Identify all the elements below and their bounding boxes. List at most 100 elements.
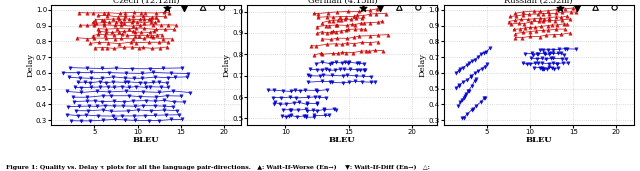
Point — [556, 11, 566, 14]
Point — [64, 76, 74, 79]
Point — [183, 72, 193, 75]
Point — [312, 89, 323, 92]
Point — [319, 108, 329, 111]
Point — [177, 67, 188, 69]
Point — [359, 22, 369, 24]
Point — [336, 29, 346, 32]
Point — [538, 20, 548, 23]
Point — [115, 12, 125, 15]
Point — [110, 118, 120, 121]
Point — [346, 18, 356, 21]
Point — [276, 96, 287, 99]
Point — [525, 35, 535, 38]
Point — [571, 48, 581, 50]
Point — [88, 24, 99, 27]
Point — [145, 31, 156, 34]
Point — [82, 24, 92, 27]
Point — [84, 105, 94, 107]
Point — [138, 15, 148, 18]
Point — [128, 100, 138, 102]
Point — [358, 63, 369, 65]
Point — [343, 10, 353, 13]
Point — [536, 25, 547, 28]
Point — [332, 24, 342, 26]
Point — [559, 22, 569, 25]
Point — [349, 80, 360, 83]
Point — [349, 42, 360, 45]
Point — [76, 86, 86, 89]
Point — [325, 80, 335, 83]
Point — [138, 46, 148, 49]
Point — [162, 6, 172, 9]
Point — [114, 18, 124, 21]
Point — [531, 62, 541, 64]
Point — [562, 48, 572, 50]
Point — [543, 66, 554, 69]
Point — [312, 25, 322, 28]
Point — [551, 15, 561, 18]
Point — [94, 30, 104, 32]
Point — [285, 108, 295, 111]
Point — [154, 119, 164, 122]
Point — [159, 109, 169, 111]
Point — [185, 91, 195, 94]
Point — [324, 69, 335, 72]
Point — [152, 34, 163, 36]
Point — [301, 116, 312, 119]
Point — [99, 19, 109, 21]
Point — [134, 18, 145, 21]
Point — [92, 22, 102, 24]
Point — [110, 24, 120, 27]
Point — [309, 54, 319, 56]
Point — [147, 16, 157, 18]
Point — [572, 6, 582, 9]
Point — [526, 57, 536, 60]
Point — [160, 28, 170, 31]
Point — [543, 62, 554, 65]
Point — [525, 26, 535, 29]
Point — [281, 103, 291, 105]
Point — [557, 57, 567, 60]
Point — [140, 82, 150, 84]
Point — [309, 114, 319, 117]
Point — [90, 47, 100, 49]
Point — [458, 96, 468, 99]
Point — [177, 118, 187, 121]
Point — [470, 58, 480, 61]
Point — [543, 29, 554, 31]
Point — [504, 20, 514, 23]
Point — [510, 12, 520, 15]
Point — [100, 104, 110, 107]
Y-axis label: Delay: Delay — [26, 53, 35, 77]
Point — [547, 62, 557, 64]
Point — [457, 98, 467, 101]
Point — [121, 72, 131, 75]
Point — [354, 10, 364, 13]
Point — [97, 46, 107, 49]
Point — [518, 10, 529, 13]
Point — [552, 62, 562, 65]
Point — [531, 29, 541, 32]
Point — [462, 113, 472, 115]
Point — [554, 48, 564, 51]
Point — [565, 32, 575, 34]
Point — [281, 115, 291, 118]
Point — [510, 32, 520, 35]
Point — [294, 101, 305, 104]
Point — [458, 66, 468, 69]
Point — [467, 85, 477, 88]
Point — [323, 31, 333, 34]
Point — [463, 90, 474, 93]
Point — [317, 61, 328, 63]
Point — [479, 65, 490, 68]
Point — [556, 19, 566, 21]
Point — [530, 26, 540, 29]
Point — [100, 33, 110, 36]
Point — [291, 115, 301, 118]
Point — [150, 76, 161, 78]
Point — [543, 9, 553, 12]
Point — [97, 94, 108, 97]
Point — [519, 22, 529, 25]
Point — [338, 74, 348, 77]
Point — [355, 22, 365, 25]
